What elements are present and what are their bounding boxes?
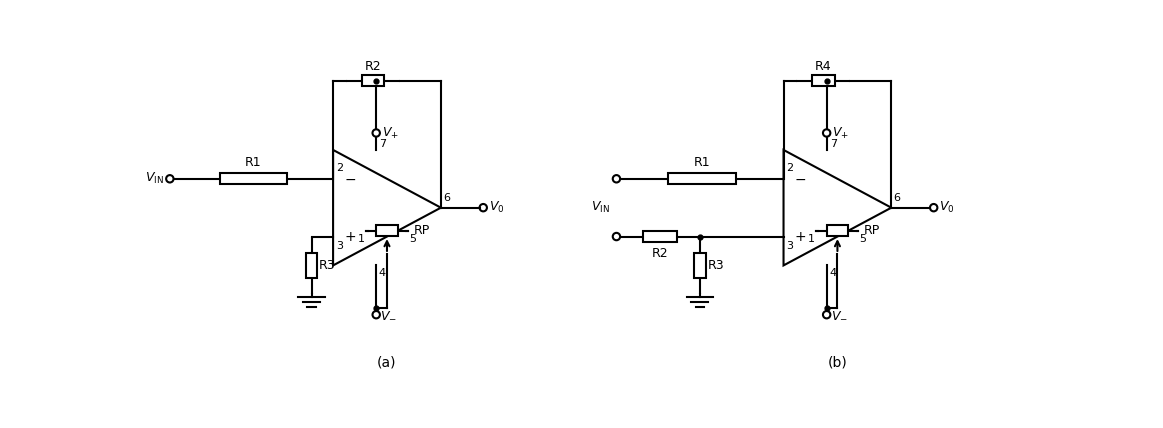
Bar — [812, 75, 835, 86]
Bar — [827, 226, 848, 236]
Text: 3: 3 — [786, 241, 793, 251]
Text: $\mathit{V}_{+}$: $\mathit{V}_{+}$ — [381, 125, 399, 140]
Text: 6: 6 — [443, 193, 450, 203]
Text: 4: 4 — [378, 268, 386, 279]
Bar — [668, 173, 736, 184]
Text: R1: R1 — [245, 156, 262, 169]
Text: $\mathit{V}_{\mathrm{IN}}$: $\mathit{V}_{\mathrm{IN}}$ — [592, 200, 611, 215]
Text: $\mathit{V}_{+}$: $\mathit{V}_{+}$ — [832, 125, 849, 140]
Bar — [694, 253, 706, 277]
Text: $+$: $+$ — [344, 229, 356, 244]
Text: $+$: $+$ — [794, 229, 806, 244]
Text: (b): (b) — [828, 355, 848, 369]
Bar — [376, 226, 398, 236]
Text: $\mathit{V}_{-}$: $\mathit{V}_{-}$ — [830, 308, 848, 321]
Text: 2: 2 — [336, 163, 343, 173]
Text: R3: R3 — [319, 259, 336, 272]
Text: R2: R2 — [365, 60, 381, 73]
Text: $\mathit{V}_0$: $\mathit{V}_0$ — [488, 200, 505, 215]
Text: 4: 4 — [829, 268, 836, 279]
Text: 5: 5 — [859, 234, 866, 244]
Text: 5: 5 — [408, 234, 415, 244]
Bar — [643, 231, 677, 242]
Text: 1: 1 — [808, 234, 815, 244]
Text: 7: 7 — [379, 139, 386, 149]
Text: $-$: $-$ — [344, 172, 356, 186]
Text: 3: 3 — [336, 241, 343, 251]
Text: RP: RP — [413, 224, 429, 237]
Text: 1: 1 — [357, 234, 364, 244]
Bar — [306, 253, 317, 277]
Text: RP: RP — [864, 224, 880, 237]
Text: 2: 2 — [786, 163, 793, 173]
Bar — [220, 173, 287, 184]
Bar — [362, 75, 384, 86]
Text: $\mathit{V}_{\mathrm{IN}}$: $\mathit{V}_{\mathrm{IN}}$ — [145, 171, 164, 186]
Text: $\mathit{V}_{-}$: $\mathit{V}_{-}$ — [380, 308, 397, 321]
Text: 7: 7 — [829, 139, 837, 149]
Text: R3: R3 — [708, 259, 725, 272]
Text: R4: R4 — [815, 60, 832, 73]
Text: R1: R1 — [693, 156, 711, 169]
Text: $-$: $-$ — [794, 172, 806, 186]
Text: 6: 6 — [893, 193, 900, 203]
Text: R2: R2 — [651, 247, 669, 259]
Text: $\mathit{V}_0$: $\mathit{V}_0$ — [939, 200, 955, 215]
Text: (a): (a) — [377, 355, 397, 369]
